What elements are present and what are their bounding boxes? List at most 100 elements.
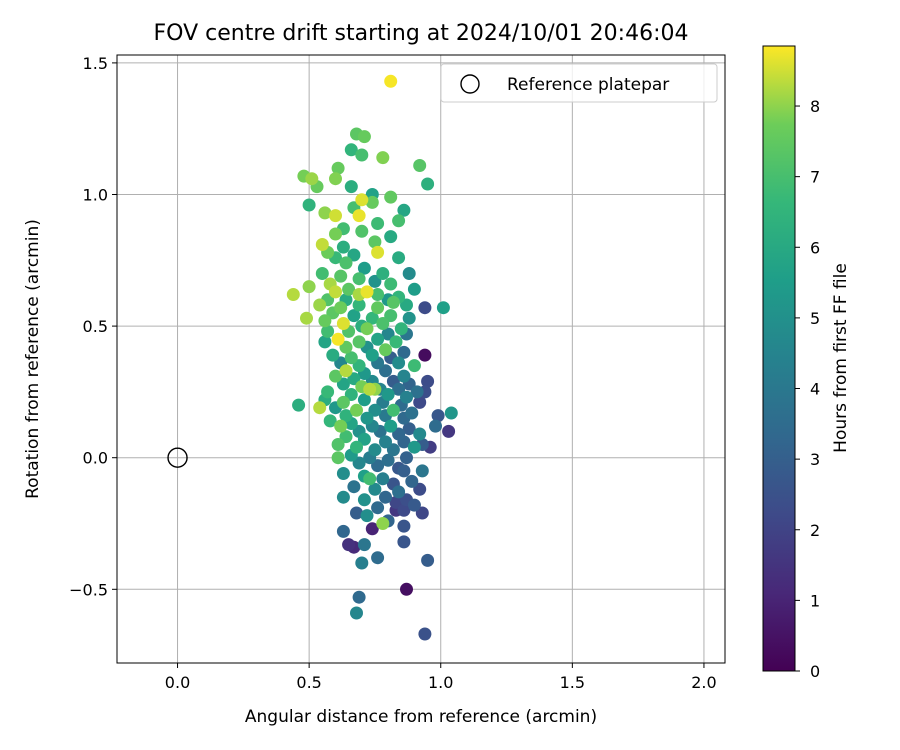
data-point bbox=[405, 406, 419, 420]
data-point bbox=[339, 430, 353, 444]
data-point bbox=[352, 335, 366, 349]
colorbar-tick-label: 2 bbox=[810, 521, 820, 540]
data-points bbox=[167, 74, 458, 641]
data-point bbox=[389, 335, 403, 349]
data-point bbox=[339, 256, 353, 270]
data-point bbox=[368, 403, 382, 417]
colorbar-tick-label: 7 bbox=[810, 168, 820, 187]
data-point bbox=[376, 317, 390, 330]
data-point bbox=[357, 393, 371, 407]
data-point bbox=[342, 538, 356, 552]
data-point bbox=[363, 382, 377, 396]
data-point bbox=[371, 459, 385, 473]
data-point bbox=[371, 288, 385, 301]
data-point bbox=[400, 451, 413, 465]
data-point bbox=[397, 345, 411, 359]
data-point bbox=[400, 298, 413, 312]
data-point bbox=[407, 282, 421, 296]
data-point bbox=[376, 151, 390, 165]
data-point bbox=[329, 285, 342, 299]
data-point bbox=[336, 317, 350, 330]
grid bbox=[117, 55, 725, 663]
data-point bbox=[368, 482, 382, 496]
data-point bbox=[334, 269, 348, 283]
data-point bbox=[321, 324, 335, 338]
legend-label-reference: Reference platepar bbox=[507, 75, 669, 95]
data-point bbox=[344, 388, 358, 401]
data-point bbox=[442, 424, 456, 438]
data-point bbox=[318, 206, 332, 220]
data-point bbox=[397, 203, 411, 217]
data-point bbox=[371, 332, 385, 346]
data-point bbox=[331, 451, 345, 465]
y-tick-label: 1.5 bbox=[83, 54, 108, 73]
data-point bbox=[347, 309, 361, 323]
plot-frame bbox=[116, 54, 726, 664]
data-point bbox=[326, 348, 340, 362]
data-point bbox=[407, 440, 421, 454]
data-point bbox=[371, 301, 385, 315]
data-point bbox=[313, 298, 327, 312]
data-point bbox=[331, 332, 345, 346]
data-point bbox=[329, 209, 342, 223]
data-point bbox=[376, 517, 390, 530]
data-point bbox=[321, 385, 335, 399]
data-point bbox=[352, 209, 366, 223]
data-point bbox=[315, 267, 329, 280]
data-point bbox=[350, 403, 363, 417]
data-point bbox=[386, 443, 400, 457]
data-point bbox=[397, 464, 411, 478]
data-point bbox=[355, 556, 369, 570]
colorbar-label: Hours from first FF file bbox=[831, 263, 851, 453]
data-point bbox=[318, 314, 332, 328]
data-point bbox=[318, 335, 332, 349]
data-point bbox=[421, 374, 435, 388]
data-point bbox=[368, 274, 382, 288]
data-point bbox=[365, 522, 379, 536]
data-point bbox=[355, 193, 369, 207]
data-point bbox=[336, 467, 350, 480]
data-point bbox=[384, 277, 398, 291]
data-point bbox=[352, 298, 366, 312]
data-point bbox=[394, 322, 408, 336]
data-point bbox=[402, 267, 416, 280]
data-point bbox=[339, 409, 353, 423]
data-point bbox=[397, 535, 411, 549]
data-point bbox=[331, 438, 345, 451]
chart-title: FOV centre drift starting at 2024/10/01 … bbox=[154, 21, 689, 46]
colorbar-gradient bbox=[762, 45, 796, 672]
data-point bbox=[384, 419, 398, 433]
axis-ticks: 0.0 0.5 1.0 1.5 2.0 −0.5 0.0 0.5 1.0 1.5 bbox=[69, 54, 717, 692]
data-point bbox=[381, 388, 395, 401]
data-point bbox=[384, 74, 398, 88]
data-point bbox=[418, 348, 432, 362]
data-point bbox=[436, 301, 450, 315]
data-point bbox=[357, 493, 371, 507]
data-point bbox=[368, 235, 382, 249]
data-point bbox=[323, 414, 337, 428]
colorbar-ticks: 0 1 2 3 4 5 6 7 8 bbox=[795, 97, 820, 681]
x-tick-label: 0.5 bbox=[296, 673, 321, 692]
data-point bbox=[360, 285, 374, 299]
data-point bbox=[352, 359, 366, 373]
colorbar-tick-label: 0 bbox=[810, 662, 820, 681]
data-point bbox=[357, 130, 371, 144]
data-point bbox=[386, 403, 400, 417]
legend-box bbox=[440, 63, 718, 103]
data-point bbox=[371, 245, 385, 259]
colorbar-tick-label: 6 bbox=[810, 238, 820, 257]
data-point bbox=[329, 227, 342, 241]
legend-marker-open-circle bbox=[460, 74, 480, 94]
data-point bbox=[413, 159, 427, 172]
data-point bbox=[371, 551, 385, 565]
data-point bbox=[413, 482, 427, 496]
data-point bbox=[413, 427, 427, 441]
data-point bbox=[379, 435, 392, 449]
data-point bbox=[392, 214, 406, 228]
legend: Reference platepar bbox=[440, 63, 718, 103]
x-tick-label: 0.0 bbox=[165, 673, 190, 692]
data-point bbox=[413, 395, 427, 409]
data-point bbox=[336, 524, 350, 538]
data-point bbox=[357, 538, 371, 552]
